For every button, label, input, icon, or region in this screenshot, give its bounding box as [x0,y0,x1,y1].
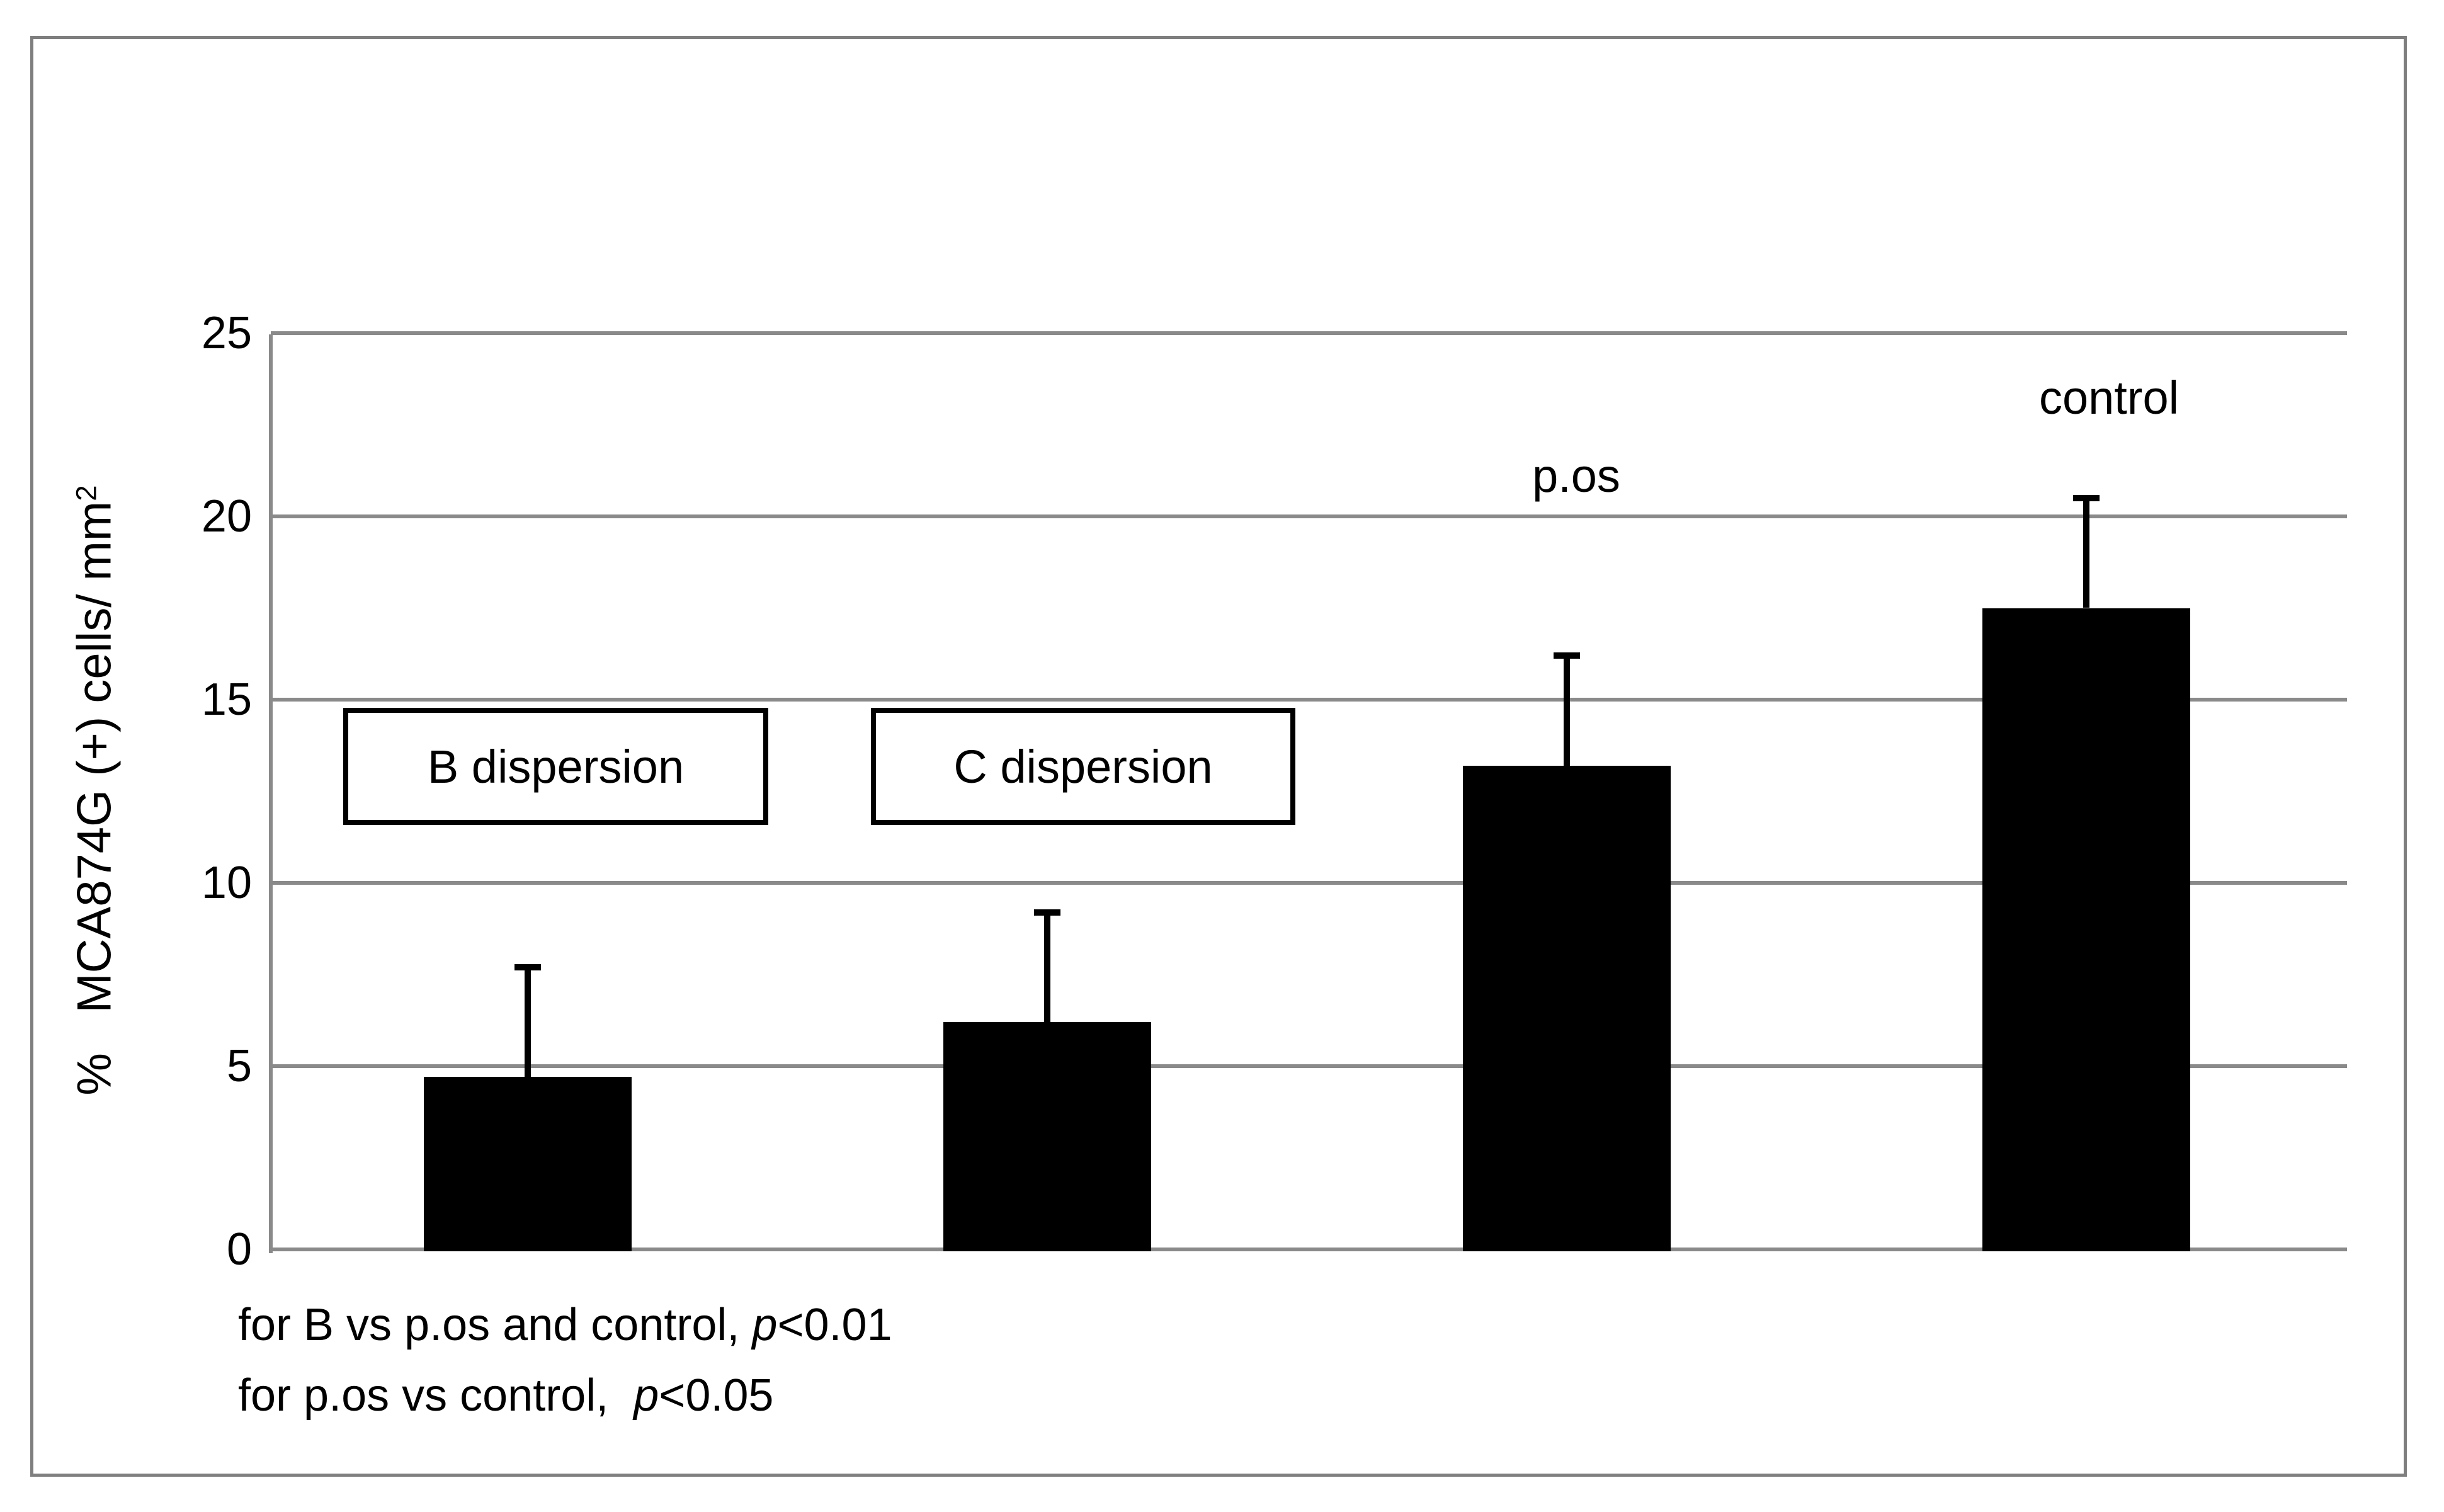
bar-control [1982,608,2190,1251]
label-box-b-dispersion: B dispersion [343,708,768,825]
label-c-dispersion: C dispersion [953,740,1213,793]
error-bar-cap-b-dispersion [514,963,541,970]
y-axis-line [269,334,273,1253]
error-bar-cap-p-os [1554,652,1580,659]
y-tick-label-5: 5 [226,1041,252,1091]
bar-b-dispersion [424,1077,632,1251]
gridline-10 [271,881,2347,885]
y-axis-title-text: % MCA874G (+) cells/ mm [67,501,122,1096]
footnotes: for B vs p.os and control, p<0.01 for p.… [238,1290,892,1431]
footnote-1-suffix: <0.01 [777,1300,892,1350]
gridline-5 [271,1064,2347,1068]
gridline-20 [271,514,2347,518]
gridline-25 [271,331,2347,335]
label-p-os: p.os [1532,450,1620,502]
error-bar-stem-b-dispersion [525,967,531,1077]
error-bar-stem-control [2083,497,2089,608]
label-control: control [2038,372,2180,424]
gridline-0 [271,1248,2347,1251]
error-bar-cap-c-dispersion [1034,909,1060,916]
y-tick-label-15: 15 [201,674,252,725]
y-axis-title: % MCA874G (+) cells/ mm2 [67,485,122,1095]
bar-c-dispersion [943,1022,1151,1251]
footnote-line-1: for B vs p.os and control, p<0.01 [238,1290,892,1360]
footnote-2-prefix: for p.os vs control, [238,1370,634,1421]
label-b-dispersion: B dispersion [427,740,685,793]
bar-p-os [1463,765,1671,1251]
gridline-15 [271,698,2347,702]
footnote-2-suffix: <0.05 [659,1370,774,1421]
footnote-line-2: for p.os vs control, p<0.05 [238,1360,892,1431]
y-tick-label-20: 20 [201,491,252,542]
y-tick-label-10: 10 [201,858,252,908]
figure-border [30,36,2407,1477]
y-tick-label-25: 25 [201,308,252,358]
y-axis-title-superscript: 2 [70,485,103,501]
error-bar-stem-p-os [1564,656,1570,766]
footnote-2-p-italic: p [634,1370,659,1421]
footnote-1-p-italic: p [752,1300,778,1350]
error-bar-stem-c-dispersion [1044,912,1050,1023]
footnote-1-prefix: for B vs p.os and control, [238,1300,753,1350]
label-box-c-dispersion: C dispersion [871,708,1295,825]
y-tick-label-0: 0 [226,1224,252,1275]
error-bar-cap-control [2073,494,2100,501]
